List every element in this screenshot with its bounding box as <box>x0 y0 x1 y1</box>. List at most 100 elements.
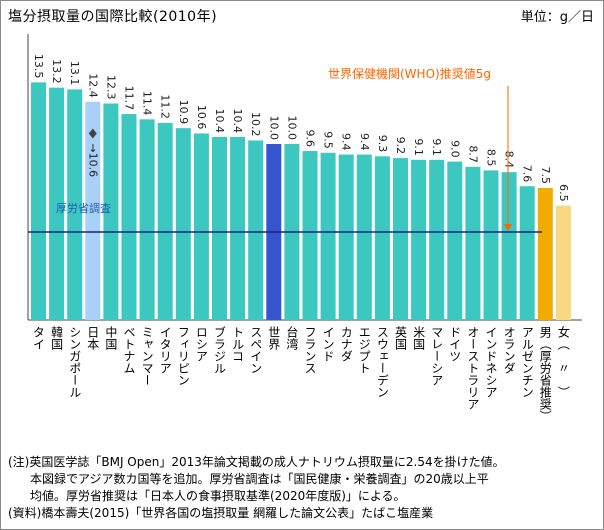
value-label: 11.7 <box>123 86 136 111</box>
bar <box>393 158 408 320</box>
bar <box>555 205 571 320</box>
who-arrow-head <box>504 224 512 231</box>
bar <box>356 154 372 320</box>
value-label: 10.9 <box>177 100 190 125</box>
value-label: 9.4 <box>358 133 371 151</box>
unit-label: 単位：g／日 <box>520 10 594 25</box>
value-label: 10.0 <box>267 116 280 141</box>
bar <box>302 151 318 320</box>
japan-survey-value-label: →10.6 <box>86 143 99 177</box>
bar <box>103 103 119 321</box>
value-label: 7.5 <box>539 167 552 185</box>
value-label: 12.4 <box>86 73 99 98</box>
value-label: 9.3 <box>376 135 389 153</box>
bar <box>320 152 336 320</box>
bar <box>85 101 101 320</box>
bar <box>537 188 553 320</box>
bar <box>519 186 535 320</box>
value-label: 13.1 <box>68 61 81 86</box>
value-label: 12.3 <box>104 75 117 100</box>
bar <box>465 166 481 320</box>
category-label: インド <box>321 326 335 362</box>
note-line-2: 本図録でアジア数カ国等を追加。厚労省調査は「国民健康・栄養調査」の20歳以上平 <box>30 472 489 486</box>
value-label: 9.5 <box>322 131 335 149</box>
value-label: 11.4 <box>141 91 154 116</box>
bar <box>193 133 209 320</box>
category-label: オランダ <box>502 326 516 374</box>
category-label: ロシア <box>194 326 208 362</box>
bar <box>157 122 173 320</box>
category-label: 世界 <box>267 326 281 351</box>
category-label: ドイツ <box>448 326 462 362</box>
japan-survey-marker <box>88 128 97 139</box>
category-label: ベトナム <box>122 326 136 374</box>
value-label: 9.4 <box>340 133 353 151</box>
value-label: 13.2 <box>50 59 63 84</box>
value-label: 9.2 <box>394 137 407 155</box>
category-label: インドネシア <box>484 326 498 398</box>
category-label: タイ <box>32 326 46 350</box>
bar <box>175 128 191 320</box>
value-label: 10.4 <box>213 108 226 133</box>
bar-chart: 13.5 タイ 13.2 韓国 13.1 シンガポール 12.4 日本 12.3 中国 11.7 ベト… <box>27 34 582 422</box>
bar <box>501 172 517 320</box>
category-label: 台湾 <box>285 325 299 351</box>
category-label: スウェーデン <box>375 326 389 398</box>
category-label: 男（厚労省推奨） <box>538 326 552 422</box>
japan-survey-source-label: 厚労省調査 <box>56 201 111 215</box>
value-label: 10.2 <box>249 112 262 137</box>
value-label: 9.1 <box>430 138 443 156</box>
bar <box>67 89 83 320</box>
category-label: ブラジル <box>213 325 227 374</box>
category-label: カナダ <box>339 326 353 362</box>
value-label: 8.7 <box>466 145 479 163</box>
source-line: (資料)橋本壽夫(2015)「世界各国の塩摂取量 網羅した論文公表」たばこ塩産業 <box>8 506 434 520</box>
category-label: オーストラリア <box>466 326 480 410</box>
category-label: 女（ 〃 ） <box>556 325 570 398</box>
value-label: 10.0 <box>285 116 298 141</box>
value-label: 10.4 <box>231 108 244 133</box>
category-label: フランス <box>303 326 317 374</box>
bar <box>483 170 499 320</box>
value-label: 9.1 <box>412 138 425 156</box>
bar <box>139 119 155 320</box>
bar <box>374 156 390 320</box>
category-label: 米国 <box>412 326 426 350</box>
bar <box>49 87 65 321</box>
category-label: 英国 <box>394 326 408 350</box>
bar <box>429 159 445 320</box>
value-label: 6.5 <box>557 184 570 202</box>
bar <box>31 82 46 321</box>
value-label: 8.4 <box>503 151 516 169</box>
bar <box>230 136 246 320</box>
value-label: 9.6 <box>304 130 317 148</box>
value-label: 9.0 <box>448 140 461 158</box>
chart-title: 塩分摂取量の国際比較(2010年) <box>8 9 218 25</box>
bar <box>447 161 463 320</box>
category-label: トルコ <box>231 326 245 362</box>
category-label: フィリピン <box>176 326 190 386</box>
value-label: 10.6 <box>195 105 208 130</box>
category-label: アルゼンチン <box>520 326 534 398</box>
category-label: ミャンマー <box>140 326 154 386</box>
value-label: 11.2 <box>159 94 172 119</box>
category-label: 中国 <box>104 325 118 350</box>
note-line-1: (注)英国医学誌「BMJ Open」2013年論文掲載の成人ナトリウム摂取量に2… <box>8 455 505 469</box>
category-label: 韓国 <box>50 326 64 350</box>
bar <box>248 140 264 320</box>
category-label: マレーシア <box>430 326 444 386</box>
chart-notes: (注)英国医学誌「BMJ Open」2013年論文掲載の成人ナトリウム摂取量に2… <box>8 454 598 522</box>
bar <box>338 154 354 320</box>
category-label: エジプト <box>357 326 371 374</box>
category-label: シンガポール <box>68 326 82 398</box>
bar <box>411 159 427 320</box>
value-label: 13.5 <box>32 54 45 79</box>
category-label: 日本 <box>86 326 100 351</box>
note-line-3: 均値。厚労省推奨は「日本人の食事摂取基準(2020年度版)」による。 <box>30 489 406 503</box>
category-label: イタリア <box>158 326 172 374</box>
value-label: 8.5 <box>485 149 498 167</box>
value-label: 7.6 <box>521 165 534 183</box>
who-reference-label: 世界保健機関(WHO)推奨値5g <box>328 66 491 81</box>
bar <box>212 136 227 320</box>
category-label: スペイン <box>249 326 263 374</box>
